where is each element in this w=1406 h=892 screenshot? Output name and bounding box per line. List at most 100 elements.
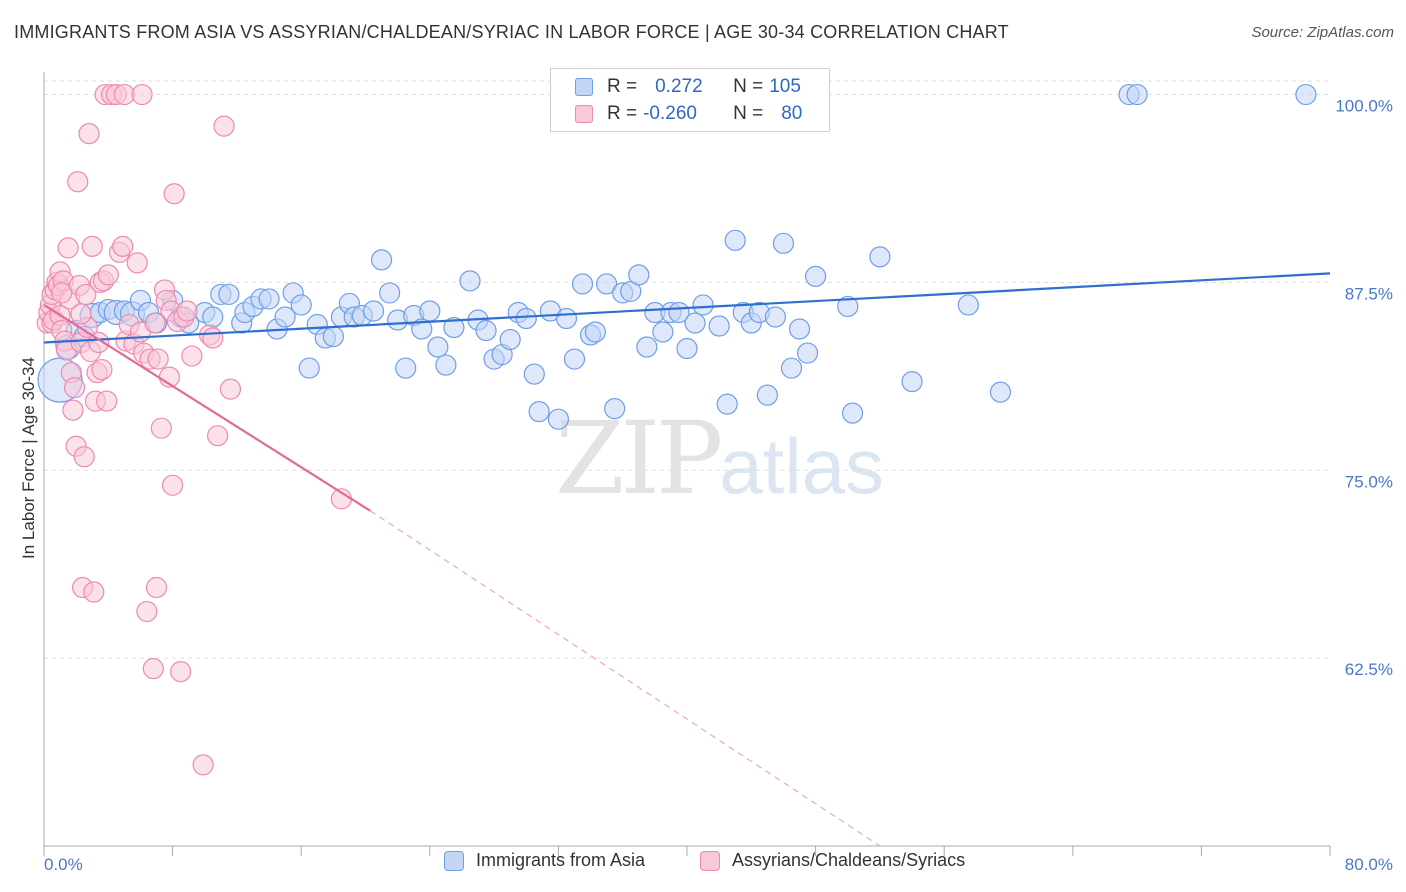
asia-point <box>652 321 674 343</box>
watermark-atlas: atlas <box>719 422 885 510</box>
assyrian-point <box>63 377 86 399</box>
axis-layer <box>43 72 1331 856</box>
asia-trend-line <box>43 272 1331 344</box>
assyrian-point <box>170 661 192 683</box>
trend-layer <box>43 272 1331 847</box>
asia-point <box>692 294 714 316</box>
asia-point <box>258 288 280 310</box>
grid-layer <box>44 80 1330 659</box>
assyrian-trend-line <box>43 304 371 512</box>
assyrian-point <box>83 581 105 603</box>
assyrian-point <box>91 358 113 381</box>
legend-item-asia[interactable]: Immigrants from Asia <box>444 850 645 871</box>
asia-point <box>841 402 864 424</box>
points-layer <box>36 83 1317 776</box>
assyrian-point <box>144 312 166 334</box>
asia-point <box>362 300 385 322</box>
asia-point <box>427 336 449 358</box>
assyrian-point <box>81 235 103 257</box>
assyrian-point <box>62 399 84 421</box>
assyrian-point <box>163 183 185 205</box>
assyrian-point <box>192 754 214 776</box>
asia-point <box>780 357 803 379</box>
asia-point <box>716 393 738 415</box>
assyrian-point <box>147 348 169 370</box>
asia-point <box>957 294 979 316</box>
asia-point <box>395 357 417 379</box>
assyrian-point <box>145 576 168 599</box>
legend-item-assyrian[interactable]: Assyrians/Chaldeans/Syriacs <box>700 850 965 871</box>
source-label[interactable]: Source: ZipAtlas.com <box>1251 24 1394 41</box>
legend-swatch-assyrian <box>575 105 593 123</box>
legend-r-value: -0.260 <box>643 103 697 124</box>
assyrian-point <box>75 283 97 306</box>
asia-point <box>724 229 746 251</box>
stats-legend: R = 0.272 N = 105 R = -0.260 N = 80 <box>550 68 830 132</box>
legend-row-assyrian: R = -0.260 N = 80 <box>575 101 802 127</box>
asia-point <box>435 354 457 376</box>
legend-r-label: R = <box>607 76 638 97</box>
assyrian-point <box>57 237 79 259</box>
legend-label-assyrian: Assyrians/Chaldeans/Syriacs <box>732 850 966 870</box>
assyrian-point <box>96 390 118 412</box>
x-tick-label-max: 80.0% <box>1345 855 1393 874</box>
assyrian-point <box>97 264 119 286</box>
asia-point <box>636 336 658 358</box>
legend-n-value: 105 <box>769 76 801 97</box>
asia-point <box>379 282 401 304</box>
assyrian-point <box>113 83 135 106</box>
asia-point <box>796 342 819 364</box>
assyrian-point <box>202 327 224 349</box>
assyrian-point <box>126 252 148 274</box>
assyrian-point <box>73 446 95 468</box>
assyrian-point <box>70 303 92 325</box>
x-tick-label-min: 0.0% <box>44 855 83 874</box>
asia-point <box>837 295 859 318</box>
assyrian-point <box>162 474 184 496</box>
legend-r-label: R = <box>607 103 638 124</box>
assyrian-point <box>78 123 100 145</box>
asia-point <box>555 307 578 330</box>
legend-row-asia: R = 0.272 N = 105 <box>575 74 801 100</box>
asia-point <box>989 381 1012 403</box>
asia-point <box>584 321 606 343</box>
asia-point <box>804 265 827 287</box>
legend-label-asia: Immigrants from Asia <box>476 850 646 870</box>
watermark-zip: ZIP <box>555 400 723 517</box>
asia-point <box>528 401 550 423</box>
asia-point <box>756 384 778 406</box>
assyrian-point <box>207 425 229 447</box>
asia-point <box>322 325 344 348</box>
asia-point <box>298 357 320 379</box>
y-axis-label: In Labor Force | Age 30-34 <box>19 357 38 559</box>
assyrian-point <box>176 300 198 322</box>
asia-point <box>202 306 224 328</box>
assyrian-point <box>67 171 89 193</box>
asia-point <box>901 371 923 393</box>
asia-point <box>869 246 891 268</box>
y-tick-label: 87.5% <box>1345 284 1393 303</box>
asia-point <box>708 315 730 337</box>
assyrian-point <box>213 115 235 137</box>
legend-swatch-asia <box>575 78 593 96</box>
asia-point <box>443 316 465 339</box>
legend-n-label: N = <box>733 76 764 97</box>
legend-r-value: 0.272 <box>655 76 703 97</box>
y-tick-label: 62.5% <box>1345 660 1393 679</box>
assyrian-point <box>112 235 134 257</box>
asia-point <box>515 307 537 330</box>
assyrian-point <box>131 83 153 106</box>
asia-point <box>788 318 811 340</box>
asia-point <box>419 300 441 322</box>
series-legend: Immigrants from Asia Assyrians/Chaldeans… <box>0 850 1406 880</box>
tick-layer: 62.5% 75.0% 87.5% 100.0% 0.0% 80.0% <box>44 97 1393 874</box>
asia-point <box>547 408 570 430</box>
legend-swatch-asia <box>444 850 464 871</box>
asia-point <box>523 363 545 385</box>
asia-point <box>764 306 787 328</box>
assyrian-point <box>51 282 73 304</box>
assyrian-point <box>219 378 242 400</box>
asia-point <box>411 318 433 340</box>
legend-swatch-assyrian <box>700 850 720 871</box>
asia-point <box>676 337 698 360</box>
